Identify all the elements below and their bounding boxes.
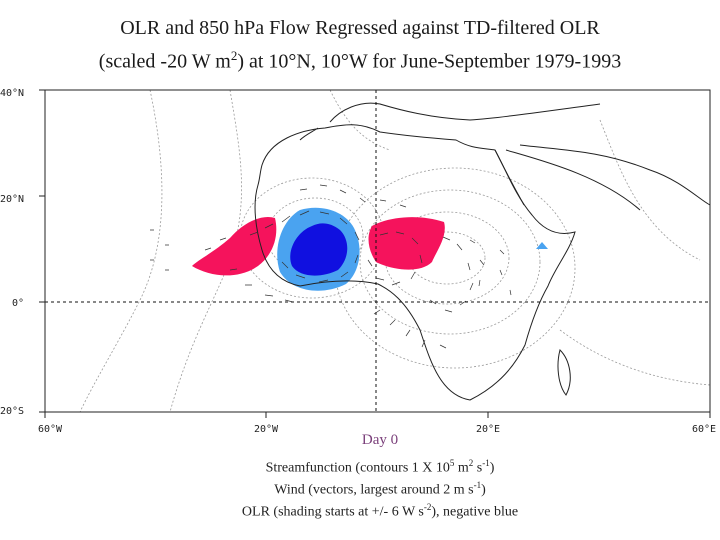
cap1-sup1: 5 xyxy=(449,458,455,468)
title-line2-a: (scaled -20 W m xyxy=(98,50,231,73)
cap3-sup: -2 xyxy=(423,502,432,512)
title-line1-text: OLR and 850 hPa Flow Regressed against T… xyxy=(120,17,600,39)
axis-ticks xyxy=(39,89,711,418)
olr-negative-small xyxy=(536,242,548,249)
cap2-b: ) xyxy=(481,482,486,498)
cap3-b: ), negative blue xyxy=(431,504,519,520)
cap2-a: Wind (vectors, largest around 2 m s xyxy=(274,482,474,498)
lat-label-20n: 20°N xyxy=(0,194,24,205)
cap1-sup2: 2 xyxy=(468,458,474,468)
title-line2-sup: 2 xyxy=(230,48,238,63)
lat-label-0: 0° xyxy=(12,298,24,309)
cap1-d: ) xyxy=(489,460,495,476)
lon-label-20w: 20°W xyxy=(254,424,279,435)
day-label: Day 0 xyxy=(361,432,399,448)
olr-negative-inner xyxy=(290,223,348,276)
cap1-sup3: -1 xyxy=(482,458,490,468)
caption-wind: Wind (vectors, largest around 2 m s-1) xyxy=(180,480,580,499)
cap1-b: m xyxy=(454,460,469,476)
map-frame-border xyxy=(44,89,711,413)
chart-title-line2: (scaled -20 W m2) at 10°N, 10°W for June… xyxy=(0,48,720,74)
olr-positive-west xyxy=(192,216,277,276)
lat-label-20s: 20°S xyxy=(0,406,24,417)
lon-label-60e: 60°E xyxy=(692,424,716,435)
map-plot-area xyxy=(45,90,710,412)
chart-title-line1: OLR and 850 hPa Flow Regressed against T… xyxy=(0,17,720,40)
caption-olr: OLR (shading starts at +/- 6 W s-2), neg… xyxy=(180,502,580,521)
coastlines xyxy=(254,102,710,401)
cap1-a: Streamfunction (contours 1 X 10 xyxy=(265,460,450,476)
title-line2-b: ) at 10°N, 10°W for June-September 1979-… xyxy=(237,50,622,73)
caption-streamfunction: Streamfunction (contours 1 X 105 m2 s-1) xyxy=(180,458,580,477)
cap3-a: OLR (shading starts at +/- 6 W s xyxy=(241,504,424,520)
lat-label-40n: 40°N xyxy=(0,88,24,99)
cap1-c: s xyxy=(473,460,483,476)
cap2-sup: -1 xyxy=(473,480,482,490)
lon-label-20e: 20°E xyxy=(476,424,500,435)
olr-positive-east xyxy=(368,217,445,270)
lon-label-60w: 60°W xyxy=(38,424,63,435)
wind-vectors xyxy=(150,184,512,349)
